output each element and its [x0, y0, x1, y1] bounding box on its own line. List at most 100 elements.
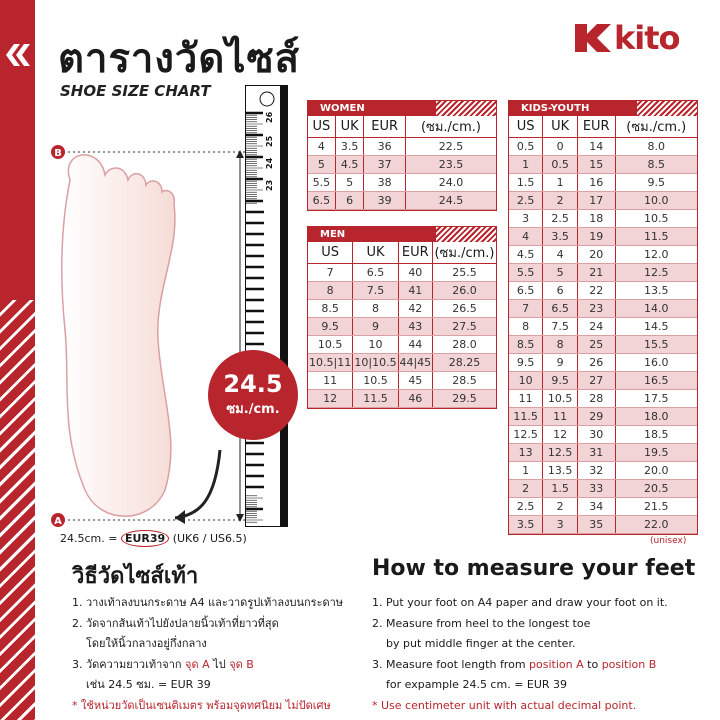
table-cell: 38	[363, 173, 406, 192]
table-cell: 9	[352, 317, 399, 336]
table-cell: 31	[577, 443, 616, 462]
table-row: 5.5 5 38 24.0	[308, 173, 496, 192]
table-row: 3.5 3 35 22.0	[509, 515, 697, 534]
point-b-label: B	[54, 148, 62, 159]
ruler-label: 24	[265, 157, 274, 169]
table-cell: 10.5	[615, 209, 697, 228]
table-cell: 14.0	[615, 299, 697, 318]
table-cell: 17	[577, 191, 616, 210]
table-cell: 40	[398, 263, 433, 282]
table-cell: 1.5	[542, 479, 578, 498]
women-size-table: WOMEN US UK EUR (ซม./cm.) 4 3.5 36 22.5 5 4.5 37 23…	[307, 100, 497, 211]
table-row: 13 12.5 31 19.5	[509, 443, 697, 462]
table-cell: 6.5	[352, 263, 399, 282]
table-cell: 8.5	[308, 299, 354, 318]
table-row: 1 13.5 32 20.0	[509, 461, 697, 480]
english-instructions: 1. Put your foot on A4 paper and draw yo…	[372, 593, 668, 716]
thai-step-2-cont: โดยให้นิ้วกลางอยู่กึ่งกลาง	[86, 637, 207, 650]
table-cell: 8	[352, 299, 399, 318]
side-stripes	[0, 300, 35, 720]
table-cell: 11	[509, 389, 544, 408]
thai-point-b: จุด B	[229, 657, 254, 671]
table-cell: 35	[577, 515, 616, 534]
ruler-label: 26	[265, 111, 274, 123]
table-cell: 6.5	[542, 299, 578, 318]
kito-brand-logo: KITO	[575, 18, 700, 58]
english-step-3-text: 3. Measure foot length from	[372, 657, 526, 671]
table-cell: 10	[509, 371, 544, 390]
table-row: 7 6.5 40 25.5	[308, 263, 496, 282]
table-cell: 1	[509, 155, 544, 174]
thai-point-a: จุด A	[185, 657, 210, 671]
table-cell: 2	[509, 479, 544, 498]
table-cell: 20.5	[615, 479, 697, 498]
table-row: 2.5 2 34 21.5	[509, 497, 697, 516]
english-step-3-mid: to	[587, 657, 599, 671]
table-cell: 28.5	[432, 371, 496, 390]
table-cell: 2.5	[509, 497, 544, 516]
table-cell: 9.5	[308, 317, 354, 336]
table-row: 5.5 5 21 12.5	[509, 263, 697, 282]
table-cell: 4	[509, 227, 544, 246]
table-cell: 21	[577, 263, 616, 282]
table-cell: 6.5	[509, 281, 544, 300]
table-row: 7 6.5 23 14.0	[509, 299, 697, 318]
table-cell: 15	[577, 155, 616, 174]
table-row: 2.5 2 17 10.0	[509, 191, 697, 210]
column-header: UK	[352, 242, 399, 264]
table-cell: 16.0	[615, 353, 697, 372]
column-header: (ซม./cm.)	[405, 116, 496, 138]
table-cell: 11	[308, 371, 354, 390]
table-cell: 27	[577, 371, 616, 390]
table-cell: 7.5	[542, 317, 578, 336]
table-cell: 9.5	[509, 353, 544, 372]
table-row: 8 7.5 41 26.0	[308, 281, 496, 300]
table-cell: 2	[542, 497, 578, 516]
table-cell: 3.5	[335, 137, 365, 156]
table-cell: 41	[398, 281, 433, 300]
table-cell: 5.5	[509, 263, 544, 282]
table-cell: 8	[509, 317, 544, 336]
table-cell: 10.0	[615, 191, 697, 210]
table-cell: 44	[398, 335, 433, 354]
table-row: 1.5 1 16 9.5	[509, 173, 697, 192]
unisex-note: (unisex)	[650, 536, 687, 546]
table-row: 11.5 11 29 18.0	[509, 407, 697, 426]
table-cell: 2	[542, 191, 578, 210]
table-cell: 11	[542, 407, 578, 426]
ruler: 26 25 24 23	[245, 85, 288, 527]
table-cell: 26.0	[432, 281, 496, 300]
table-row: 4.5 4 20 12.0	[509, 245, 697, 264]
column-header: EUR	[577, 116, 616, 138]
table-cell: 22	[577, 281, 616, 300]
thai-step-3-mid: ไป	[213, 657, 226, 671]
table-cell: 44|45	[398, 353, 433, 372]
table-cell: 21.5	[615, 497, 697, 516]
table-cell: 6	[542, 281, 578, 300]
column-header: (ซม./cm.)	[615, 116, 697, 138]
measurement-badge: 24.5 ซม./cm.	[208, 350, 298, 440]
table-cell: 33	[577, 479, 616, 498]
table-cell: 8.0	[615, 137, 697, 156]
thai-step-1: 1. วางเท้าลงบนกระดาษ A4 และวาดรูปเท้าลงบ…	[72, 596, 344, 609]
table-cell: 17.5	[615, 389, 697, 408]
table-cell: 27.5	[432, 317, 496, 336]
column-header: (ซม./cm.)	[432, 242, 496, 264]
point-a-label: A	[54, 516, 62, 527]
column-header: UK	[335, 116, 365, 138]
kito-k-mark-icon	[575, 24, 611, 52]
table-cell: 12.0	[615, 245, 697, 264]
table-cell: 1	[542, 173, 578, 192]
table-row: 6.5 6 39 24.5	[308, 191, 496, 210]
table-cell: 42	[398, 299, 433, 318]
table-row: 3 2.5 18 10.5	[509, 209, 697, 228]
table-cell: 25	[577, 335, 616, 354]
table-cell: 6.5	[308, 191, 336, 210]
table-cell: 37	[363, 155, 406, 174]
table-cell: 22.5	[405, 137, 496, 156]
table-cell: 19.5	[615, 443, 697, 462]
ruler-label: 23	[265, 180, 274, 191]
thai-note: * ใช้หน่วยวัดเป็นเซนติเมตร พร้อมจุดทศนิย…	[72, 698, 331, 712]
table-cell: 12	[308, 389, 354, 408]
table-cell: 28.25	[432, 353, 496, 372]
